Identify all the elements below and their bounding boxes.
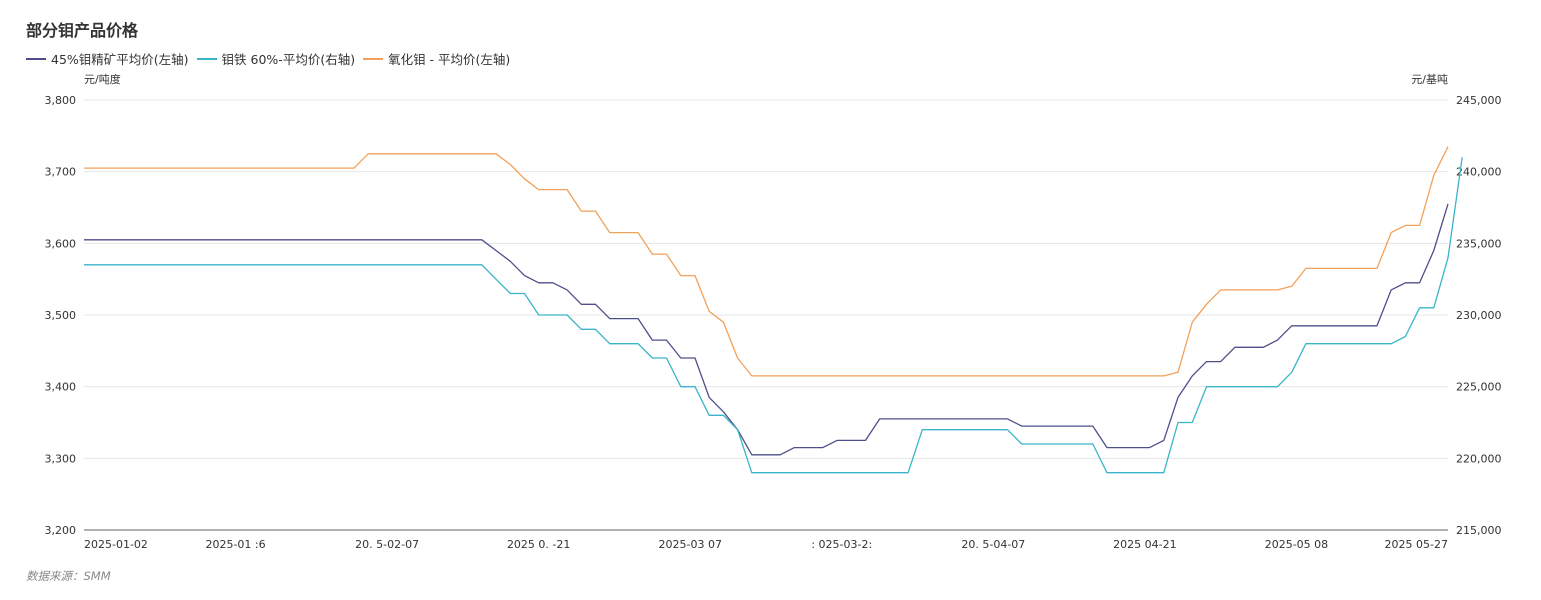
left-tick-label: 3,300 (45, 452, 77, 465)
right-axis-unit: 元/基吨 (1411, 73, 1448, 86)
x-tick-label: 2025-03 07 (658, 538, 721, 551)
chart-title: 部分钼产品价格 (26, 21, 139, 40)
legend-item-ferromoly[interactable]: 钼铁 60%-平均价(右轴) (196, 49, 356, 68)
right-tick-label: 240,000 (1456, 166, 1502, 179)
x-tick-label: 2025 05-27 (1385, 538, 1448, 551)
x-tick-label: 20. 5-04-07 (961, 538, 1025, 551)
x-tick-label: 20. 5-02-07 (355, 538, 419, 551)
x-tick-label: 2025-01 :6 (205, 538, 265, 551)
gridlines (84, 99, 1448, 531)
x-tick-label: 2025 0. -21 (507, 538, 570, 551)
legend-label-ferromoly: 钼铁 60%-平均价(右轴) (221, 52, 356, 67)
x-tick-label: 2025-01-02 (84, 538, 148, 551)
legend-swatch-ferromoly (196, 57, 217, 60)
legend-item-concentrate[interactable]: 45%钼精矿平均价(左轴) (26, 49, 189, 68)
legend-swatch-oxide (363, 57, 384, 60)
x-tick-label: : 025-03-2: (811, 538, 872, 551)
right-tick-label: 235,000 (1456, 237, 1502, 250)
series-line-2 (84, 157, 1463, 474)
legend-label-oxide: 氧化钼 - 平均价(左轴) (388, 52, 511, 67)
left-tick-label: 3,200 (45, 524, 77, 537)
series-line-1 (84, 203, 1449, 456)
left-tick-label: 3,800 (45, 94, 77, 107)
legend-label-concentrate: 45%钼精矿平均价(左轴) (51, 52, 189, 67)
data-source: 数据来源：SMM (26, 569, 111, 583)
x-tick-label: 2025-05 08 (1265, 538, 1328, 551)
left-axis-unit: 元/吨度 (84, 72, 121, 86)
right-tick-label: 245,000 (1456, 94, 1502, 107)
legend-item-oxide[interactable]: 氧化钼 - 平均价(左轴) (363, 49, 510, 68)
right-tick-label: 230,000 (1456, 309, 1502, 322)
right-tick-label: 220,000 (1456, 452, 1502, 465)
series-line-3 (84, 146, 1449, 377)
x-tick-label: 2025 04-21 (1113, 538, 1176, 551)
left-tick-label: 3,400 (45, 381, 77, 394)
left-tick-label: 3,600 (45, 237, 77, 250)
left-tick-label: 3,700 (45, 166, 77, 179)
right-tick-label: 215,000 (1456, 524, 1502, 537)
series-lines (84, 146, 1463, 474)
legend-swatch-concentrate (26, 57, 46, 60)
right-tick-label: 225,000 (1456, 381, 1502, 394)
left-axis-ticks: 3,200 3,300 3,400 3,500 3,600 3,700 3,800 (45, 94, 77, 537)
legend: 45%钼精矿平均价(左轴) 钼铁 60%-平均价(右轴) 氧化钼 - 平均价(左… (26, 49, 510, 68)
left-tick-label: 3,500 (45, 309, 77, 322)
right-axis-ticks: 215,000 220,000 225,000 230,000 235,000 240,0… (1456, 94, 1502, 537)
x-axis-ticks: 2025-01-02 2025-01 :6 20. 5-02-07 2025 0. -… (84, 538, 1448, 551)
